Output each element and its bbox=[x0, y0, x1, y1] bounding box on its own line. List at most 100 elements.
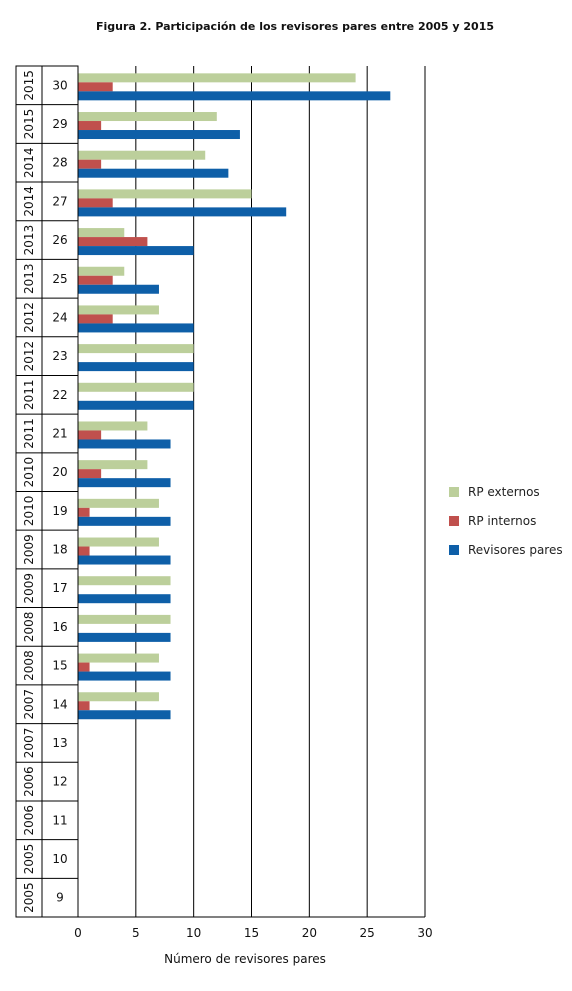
category-year-label: 2011 bbox=[22, 380, 36, 411]
bar: Revisores pares: 14 bbox=[78, 130, 240, 140]
bar: RP externos: 7 bbox=[78, 692, 159, 702]
bar: Revisores pares: 8 bbox=[78, 439, 171, 449]
bar: RP externos: 15 bbox=[78, 189, 252, 199]
legend-entry: RP externos bbox=[468, 485, 540, 499]
category-number-label: 29 bbox=[52, 117, 67, 131]
category-year-label: 2015 bbox=[22, 70, 36, 101]
category-number-label: 28 bbox=[52, 156, 67, 170]
bar: RP internos: 1 bbox=[78, 507, 90, 517]
category-year-label: 2007 bbox=[22, 728, 36, 759]
bar: RP externos: 4 bbox=[78, 228, 125, 238]
category-year-label: 2007 bbox=[22, 689, 36, 720]
x-tick-label: 15 bbox=[244, 926, 259, 940]
bar: Revisores pares: 18 bbox=[78, 207, 287, 217]
category-number-label: 17 bbox=[52, 581, 67, 595]
bar: RP internos: 2 bbox=[78, 121, 102, 131]
bar: Revisores pares: 8 bbox=[78, 710, 171, 720]
category-year-label: 2008 bbox=[22, 612, 36, 643]
category-year-label: 2013 bbox=[22, 225, 36, 256]
legend-entry: RP internos bbox=[468, 514, 536, 528]
category-year-label: 2012 bbox=[22, 302, 36, 333]
category-number-label: 14 bbox=[52, 697, 67, 711]
x-tick-label: 5 bbox=[132, 926, 140, 940]
category-number-label: 13 bbox=[52, 736, 67, 750]
category-year-label: 2012 bbox=[22, 341, 36, 372]
legend-entry: Revisores pares bbox=[468, 543, 563, 557]
bar: Revisores pares: 10 bbox=[78, 400, 194, 410]
bar: RP internos: 1 bbox=[78, 701, 90, 711]
category-year-label: 2010 bbox=[22, 457, 36, 488]
bar: Revisores pares: 8 bbox=[78, 671, 171, 681]
bar: RP externos: 6 bbox=[78, 460, 148, 470]
bar: RP internos: 2 bbox=[78, 430, 102, 440]
bar: RP externos: 8 bbox=[78, 614, 171, 624]
category-number-label: 22 bbox=[52, 388, 67, 402]
bar: Revisores pares: 8 bbox=[78, 555, 171, 565]
bar: RP internos: 1 bbox=[78, 662, 90, 672]
category-year-label: 2008 bbox=[22, 650, 36, 681]
legend-swatch bbox=[449, 516, 459, 526]
legend-swatch bbox=[449, 487, 459, 497]
bar: Revisores pares: 7 bbox=[78, 284, 159, 294]
chart-title: Figura 2. Participación de los revisores… bbox=[96, 20, 494, 33]
bar: RP internos: 3 bbox=[78, 275, 113, 285]
category-number-label: 15 bbox=[52, 659, 67, 673]
bar: RP externos: 11 bbox=[78, 150, 206, 160]
bar: RP internos: 2 bbox=[78, 469, 102, 479]
category-number-label: 9 bbox=[56, 891, 64, 905]
x-tick-label: 30 bbox=[417, 926, 432, 940]
bar: Revisores pares: 10 bbox=[78, 323, 194, 333]
bar: Revisores pares: 8 bbox=[78, 594, 171, 604]
bar: RP internos: 2 bbox=[78, 159, 102, 169]
legend-swatch bbox=[449, 545, 459, 555]
bar: RP externos: 12 bbox=[78, 112, 217, 122]
category-year-label: 2005 bbox=[22, 844, 36, 875]
category-number-label: 26 bbox=[52, 233, 67, 247]
category-number-label: 23 bbox=[52, 349, 67, 363]
bar: RP externos: 7 bbox=[78, 537, 159, 547]
category-number-label: 20 bbox=[52, 465, 67, 479]
bar: RP externos: 7 bbox=[78, 498, 159, 508]
bar: RP externos: 8 bbox=[78, 576, 171, 586]
x-tick-label: 10 bbox=[186, 926, 201, 940]
bar: RP externos: 6 bbox=[78, 421, 148, 431]
bar: RP internos: 3 bbox=[78, 314, 113, 324]
bar: Revisores pares: 10 bbox=[78, 246, 194, 256]
category-number-label: 19 bbox=[52, 504, 67, 518]
category-number-label: 24 bbox=[52, 310, 67, 324]
category-year-label: 2009 bbox=[22, 534, 36, 565]
bar: RP externos: 4 bbox=[78, 266, 125, 276]
category-number-label: 11 bbox=[52, 813, 67, 827]
category-year-label: 2015 bbox=[22, 109, 36, 140]
category-number-label: 16 bbox=[52, 620, 67, 634]
x-tick-label: 20 bbox=[302, 926, 317, 940]
category-number-label: 12 bbox=[52, 775, 67, 789]
category-number-label: 27 bbox=[52, 194, 67, 208]
category-number-label: 18 bbox=[52, 543, 67, 557]
category-year-label: 2006 bbox=[22, 766, 36, 797]
bar: RP internos: 6 bbox=[78, 237, 148, 247]
category-number-label: 30 bbox=[52, 78, 67, 92]
x-axis-label: Número de revisores pares bbox=[164, 952, 326, 966]
bar: RP internos: 3 bbox=[78, 198, 113, 208]
category-number-label: 25 bbox=[52, 272, 67, 286]
category-year-label: 2005 bbox=[22, 882, 36, 913]
bar: RP externos: 24 bbox=[78, 73, 356, 83]
bar: RP externos: 7 bbox=[78, 653, 159, 663]
bar: Revisores pares: 10 bbox=[78, 362, 194, 372]
bar: RP internos: 3 bbox=[78, 82, 113, 92]
bar: Revisores pares: 8 bbox=[78, 516, 171, 526]
bar: Revisores pares: 8 bbox=[78, 632, 171, 642]
category-year-label: 2013 bbox=[22, 263, 36, 294]
category-year-label: 2009 bbox=[22, 573, 36, 604]
x-tick-label: 0 bbox=[74, 926, 82, 940]
category-year-label: 2010 bbox=[22, 496, 36, 527]
bar: Revisores pares: 8 bbox=[78, 478, 171, 488]
bar: RP externos: 10 bbox=[78, 344, 194, 354]
bar: RP internos: 1 bbox=[78, 546, 90, 556]
category-number-label: 21 bbox=[52, 426, 67, 440]
x-tick-label: 25 bbox=[360, 926, 375, 940]
category-year-label: 2011 bbox=[22, 418, 36, 449]
category-number-label: 10 bbox=[52, 852, 67, 866]
